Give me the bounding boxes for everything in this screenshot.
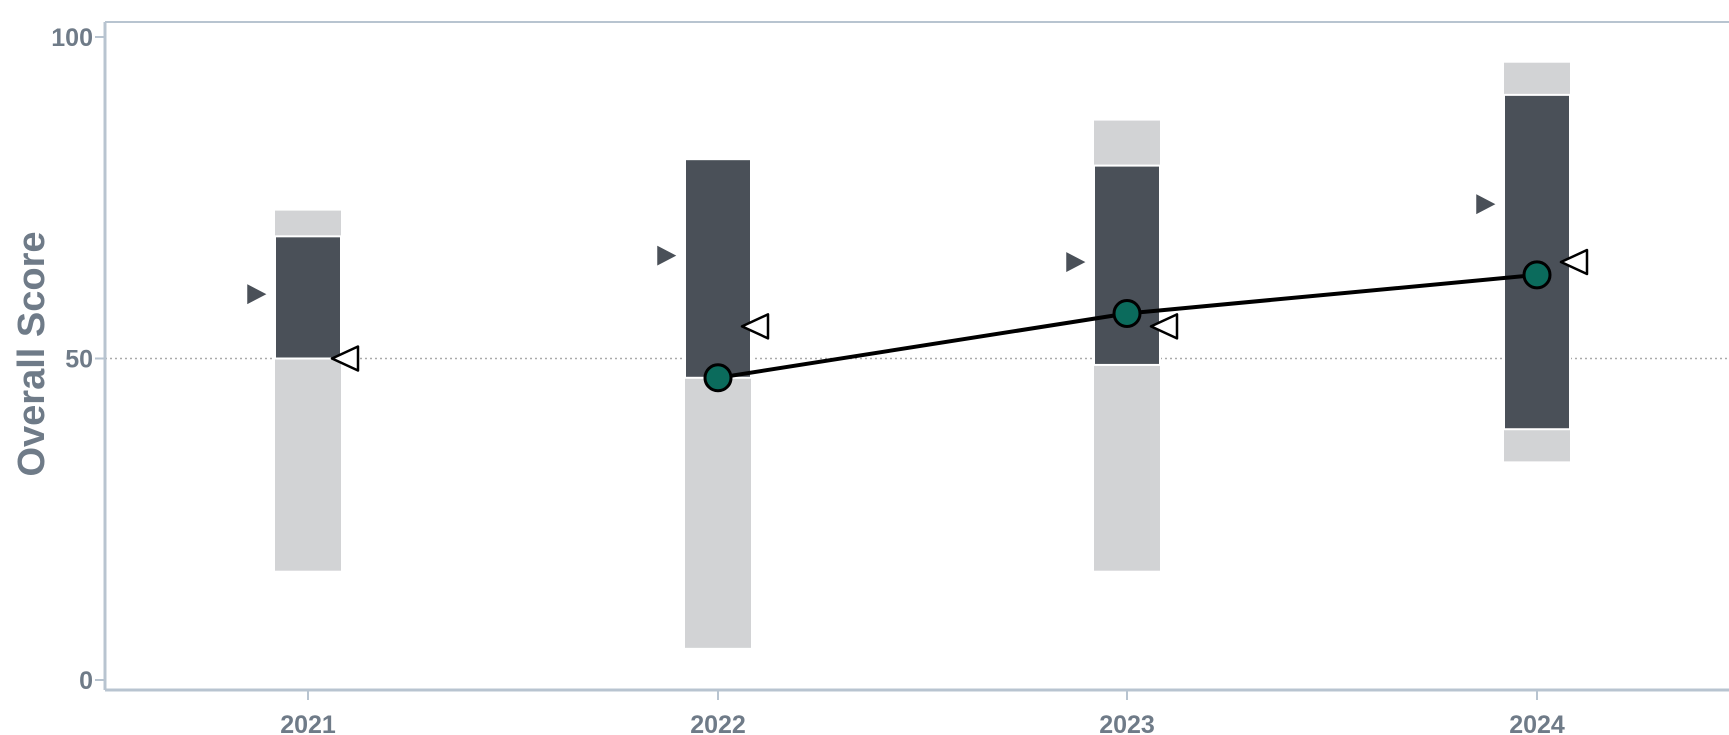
filled-marker-2024	[1473, 190, 1500, 218]
line-point-2023	[1112, 298, 1142, 328]
open-marker-2022	[740, 313, 770, 340]
y-tick-label-0: 0	[79, 667, 93, 695]
bars-layer	[274, 62, 1571, 648]
line-point-2022	[703, 363, 733, 393]
y-tick-label-100: 100	[51, 24, 93, 52]
open-marker-2023	[1149, 313, 1179, 340]
open-marker-2021	[330, 345, 360, 372]
filled-marker-2023	[1063, 248, 1090, 276]
x-tick-label-2023: 2023	[1099, 711, 1155, 735]
filled-marker-2022	[654, 242, 681, 269]
filled-marker-2021	[244, 280, 271, 308]
line-point-2024	[1522, 260, 1552, 290]
y-tick-label-50: 50	[65, 346, 93, 374]
open-marker-2024	[1559, 248, 1589, 276]
inner-range-bar-2022	[684, 158, 752, 379]
inner-range-bar-2023	[1093, 164, 1161, 366]
x-tick-label-2021: 2021	[280, 711, 336, 735]
inner-range-bar-2024	[1503, 93, 1571, 431]
inner-range-bar-2021	[274, 235, 342, 360]
y-axis-title: Overall Score	[11, 231, 53, 476]
markers-layer	[244, 190, 1589, 393]
x-tick-label-2024: 2024	[1509, 711, 1565, 735]
axes-layer: 0 50 100 2021 2022 2023 2024	[51, 21, 1729, 735]
x-tick-label-2022: 2022	[690, 711, 746, 735]
